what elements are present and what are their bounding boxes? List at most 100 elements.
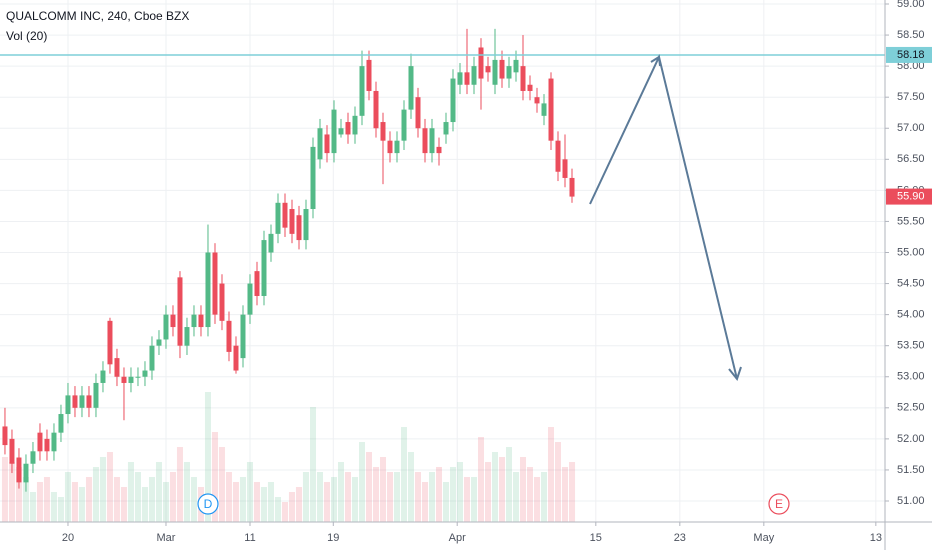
candle-body	[282, 202, 288, 228]
volume-bar	[64, 472, 71, 522]
candle-body	[254, 271, 260, 296]
volume-bar	[435, 467, 442, 522]
volume-bar	[499, 457, 506, 522]
volume-bar	[134, 472, 141, 522]
volume-bar	[71, 482, 78, 522]
candle-body	[107, 320, 113, 365]
y-tick-label: 52.50	[897, 402, 925, 414]
volume-bar	[344, 472, 351, 522]
volume-bar	[99, 457, 106, 522]
candle-body	[464, 72, 470, 85]
candle-body	[408, 66, 414, 110]
price-line-label-box	[886, 46, 932, 63]
candle-body	[415, 97, 421, 129]
candle-body	[51, 432, 57, 452]
volume-bar	[176, 447, 183, 522]
candle-body	[373, 90, 379, 129]
candle-body	[401, 109, 407, 141]
last-price-box	[886, 188, 932, 205]
candle-body	[569, 177, 575, 197]
y-tick-label: 55.00	[897, 246, 925, 258]
candle-body	[296, 215, 302, 241]
candle-body	[345, 122, 351, 135]
volume-bar	[50, 492, 57, 522]
candle-body	[499, 59, 505, 79]
candle-body	[205, 252, 211, 328]
volume-bar	[414, 472, 421, 522]
candle-body	[485, 66, 491, 73]
x-tick-label: 11	[244, 532, 255, 544]
volume-bar	[492, 452, 499, 522]
candle-body	[128, 376, 134, 383]
candle-body	[58, 414, 64, 433]
y-tick-label: 51.50	[897, 464, 925, 476]
volume-bar	[520, 457, 527, 522]
axes: 51.00 51.50 52.00 52.50 53.00 53.50 54.00 54.50…	[62, 0, 932, 544]
volume-bar	[211, 432, 218, 522]
candle-body	[422, 128, 428, 154]
candle-body	[548, 78, 554, 141]
chart-title: QUALCOMM INC, 240, Cboe BZX	[6, 9, 189, 23]
volume-bar	[288, 492, 295, 522]
volume-bar	[169, 472, 176, 522]
volume-bar	[450, 467, 457, 522]
volume-bar	[372, 467, 379, 522]
candle-body	[324, 134, 330, 154]
volume-bar	[485, 462, 492, 522]
y-tick-label: 51.00	[897, 495, 925, 507]
candle-body	[331, 109, 337, 154]
volume-bar	[302, 472, 309, 522]
volume-bar	[569, 462, 576, 522]
candle-body	[79, 395, 85, 408]
volume-bar	[267, 482, 274, 522]
volume-bar	[148, 477, 155, 522]
volume-bar	[562, 467, 569, 522]
volume-bar	[478, 437, 485, 522]
candle-body	[261, 240, 267, 296]
candle-body	[366, 59, 372, 91]
volume-bar	[57, 497, 64, 522]
volume-bar	[15, 467, 22, 522]
volume-bar	[43, 477, 50, 522]
volume-bar	[309, 407, 316, 522]
candle-body	[352, 115, 358, 135]
volume-bar	[351, 477, 358, 522]
arrow-head	[650, 55, 661, 67]
volume-bar	[1, 457, 8, 522]
y-tick-label: 53.50	[897, 340, 925, 352]
volume-bar	[407, 452, 414, 522]
candle-body	[387, 140, 393, 154]
volume-bar	[274, 497, 281, 522]
volume-bar	[506, 447, 513, 522]
candle-body	[226, 320, 232, 352]
candle-body	[527, 84, 533, 91]
candle-body	[163, 314, 169, 340]
candle-body	[541, 103, 547, 116]
y-tick-label: 56.50	[897, 153, 925, 165]
x-tick-label: Apr	[449, 532, 466, 544]
x-tick-label: 23	[674, 532, 686, 544]
candle-body	[310, 146, 316, 210]
candle-body	[156, 339, 162, 346]
x-tick-label: 19	[327, 532, 339, 544]
volume-bar	[232, 482, 239, 522]
event-marker	[197, 493, 219, 515]
volume-bar	[225, 472, 232, 522]
volume-bar	[218, 447, 225, 522]
candle-body	[114, 358, 120, 377]
candle-body	[429, 128, 435, 154]
volume-bar	[457, 462, 464, 522]
volume-bar	[162, 482, 169, 522]
y-tick-label: 57.00	[897, 122, 925, 134]
volume-bar	[527, 467, 534, 522]
volume-bar	[141, 487, 148, 522]
volume-bar	[379, 457, 386, 522]
candle-body	[443, 122, 449, 135]
candle-body	[534, 97, 540, 104]
candle-body	[93, 382, 99, 408]
candle-body	[65, 395, 71, 415]
volume-bar	[428, 472, 435, 522]
candle-body	[233, 345, 239, 371]
